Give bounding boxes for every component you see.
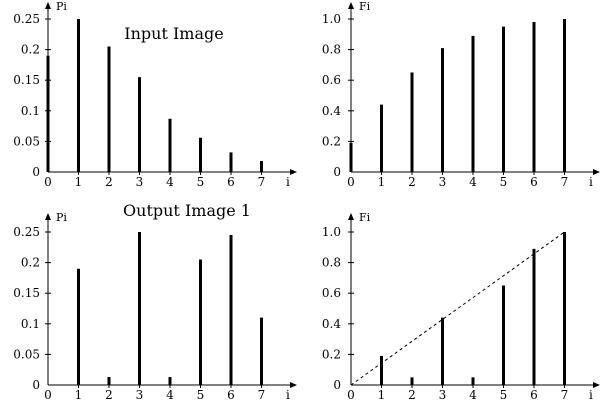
x-tick-label: 1 bbox=[75, 388, 83, 402]
y-tick-label: 0.25 bbox=[13, 12, 40, 26]
x-tick-label: 7 bbox=[258, 175, 266, 189]
x-tick-label: 0 bbox=[347, 388, 355, 402]
x-tick-label: 5 bbox=[500, 388, 508, 402]
y-tick-label: 0.25 bbox=[13, 225, 40, 239]
y-tick-label: 0.2 bbox=[322, 347, 341, 361]
x-tick-label: 6 bbox=[530, 175, 538, 189]
y-tick-label: 0.15 bbox=[13, 286, 40, 300]
x-tick-label: 5 bbox=[197, 388, 205, 402]
y-axis-title: Fi bbox=[359, 0, 371, 13]
y-tick-label: 0.6 bbox=[322, 73, 341, 87]
chart-title: Input Image bbox=[124, 24, 223, 43]
y-tick-label: 1.0 bbox=[322, 12, 341, 26]
y-axis-arrow bbox=[348, 2, 354, 9]
y-axis-arrow bbox=[348, 213, 354, 220]
y-tick-label: 0.1 bbox=[21, 104, 40, 118]
y-tick-label: 0 bbox=[32, 378, 40, 392]
y-tick-label: 0.05 bbox=[13, 347, 40, 361]
y-axis-arrow bbox=[45, 2, 51, 9]
x-tick-label: 3 bbox=[439, 175, 447, 189]
chart-title: Output Image 1 bbox=[123, 201, 251, 220]
chart-panel-3: Pi i 0 0.05 0.1 0.15 0.2 0.25 0 1 2 3 4 5 6 7 Output Ima… bbox=[13, 201, 297, 402]
y-tick-label: 0 bbox=[333, 378, 341, 392]
x-axis-title: i bbox=[589, 388, 593, 402]
y-axis-title: Fi bbox=[359, 211, 371, 224]
chart-panel-4: Fi i 0 0.2 0.4 0.6 0.8 1.0 0 1 2 3 4 5 6 7 bbox=[322, 211, 600, 402]
x-tick-label: 6 bbox=[227, 388, 235, 402]
x-axis-arrow bbox=[290, 169, 297, 175]
x-axis-arrow bbox=[290, 382, 297, 388]
x-tick-label: 4 bbox=[469, 388, 477, 402]
y-axis-title: Pi bbox=[56, 0, 67, 13]
y-tick-label: 1.0 bbox=[322, 225, 341, 239]
x-tick-label: 2 bbox=[408, 175, 416, 189]
x-tick-label: 5 bbox=[197, 175, 205, 189]
x-tick-label: 6 bbox=[530, 388, 538, 402]
x-tick-label: 4 bbox=[469, 175, 477, 189]
reference-line bbox=[350, 231, 565, 386]
chart-panel-2: Fi i 0 0.2 0.4 0.6 0.8 1.0 0 1 2 3 4 5 6 7 bbox=[322, 0, 600, 189]
x-tick-label: 5 bbox=[500, 175, 508, 189]
x-axis-title: i bbox=[286, 175, 290, 189]
x-tick-label: 1 bbox=[378, 175, 386, 189]
y-tick-label: 0.6 bbox=[322, 286, 341, 300]
x-axis-arrow bbox=[593, 382, 600, 388]
x-axis-title: i bbox=[286, 388, 290, 402]
x-tick-label: 3 bbox=[136, 175, 144, 189]
x-tick-label: 4 bbox=[166, 388, 174, 402]
x-tick-label: 2 bbox=[408, 388, 416, 402]
y-axis-arrow bbox=[45, 213, 51, 220]
x-tick-label: 2 bbox=[105, 175, 113, 189]
y-tick-label: 0 bbox=[333, 165, 341, 179]
x-tick-label: 3 bbox=[439, 388, 447, 402]
y-tick-label: 0 bbox=[32, 165, 40, 179]
y-tick-label: 0.4 bbox=[322, 317, 341, 331]
y-tick-label: 0.8 bbox=[322, 256, 341, 270]
x-tick-label: 2 bbox=[105, 388, 113, 402]
x-tick-label: 0 bbox=[44, 388, 52, 402]
x-tick-label: 7 bbox=[561, 175, 569, 189]
y-tick-label: 0.8 bbox=[322, 43, 341, 57]
x-tick-label: 4 bbox=[166, 175, 174, 189]
y-tick-label: 0.05 bbox=[13, 134, 40, 148]
x-tick-label: 0 bbox=[44, 175, 52, 189]
x-tick-label: 6 bbox=[227, 175, 235, 189]
y-tick-label: 0.1 bbox=[21, 317, 40, 331]
x-tick-label: 1 bbox=[75, 175, 83, 189]
x-tick-label: 0 bbox=[347, 175, 355, 189]
x-tick-label: 3 bbox=[136, 388, 144, 402]
y-tick-label: 0.2 bbox=[21, 43, 40, 57]
y-tick-label: 0.2 bbox=[21, 256, 40, 270]
x-tick-label: 7 bbox=[258, 388, 266, 402]
x-tick-label: 1 bbox=[378, 388, 386, 402]
x-tick-label: 7 bbox=[561, 388, 569, 402]
chart-panel-1: Pi i 0 0.05 0.1 0.15 0.2 0.25 0 1 2 3 4 5 6 7 Input Imag… bbox=[13, 0, 297, 189]
x-axis-title: i bbox=[589, 175, 593, 189]
x-axis-arrow bbox=[593, 169, 600, 175]
y-tick-label: 0.4 bbox=[322, 104, 341, 118]
y-tick-label: 0.15 bbox=[13, 73, 40, 87]
y-tick-label: 0.2 bbox=[322, 134, 341, 148]
y-axis-title: Pi bbox=[56, 211, 67, 224]
